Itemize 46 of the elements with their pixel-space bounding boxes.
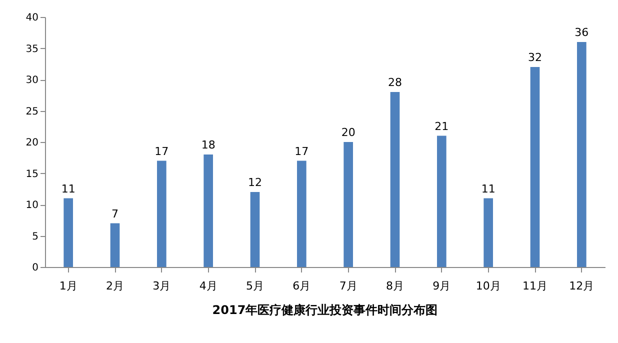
x-tick-label: 7月: [339, 280, 358, 292]
y-tick-label: 40: [26, 12, 38, 24]
bar: [204, 154, 213, 267]
bar: [297, 160, 306, 267]
bar: [344, 142, 353, 267]
y-tick-label: 25: [26, 106, 38, 118]
bar: [390, 92, 400, 267]
bar: [530, 67, 540, 267]
text: 2017年医疗健康行业投资事件时间分布图: [212, 303, 438, 317]
bar: [437, 136, 446, 267]
bar: [64, 198, 73, 267]
data-label: 12: [248, 176, 262, 189]
x-tick-label: 3月: [152, 280, 171, 292]
data-label: 7: [112, 207, 118, 220]
bar: [484, 198, 493, 267]
bar: [577, 42, 586, 267]
data-label: 28: [388, 76, 402, 89]
x-tick-label: 6月: [292, 280, 311, 292]
bar: [157, 160, 166, 267]
data-label: 20: [341, 126, 356, 139]
y-tick-label: 35: [26, 44, 38, 55]
data-label: 32: [528, 51, 542, 64]
x-tick-label: 10月: [476, 280, 501, 292]
bar: [110, 223, 120, 267]
x-tick-label: 4月: [199, 280, 218, 292]
data-label: 21: [434, 120, 449, 133]
x-tick-label: 1月: [59, 280, 78, 292]
data-label: 11: [61, 182, 76, 196]
x-tick-label: 12月: [569, 280, 594, 292]
x-tick-label: 8月: [386, 280, 404, 292]
y-tick-label: 10: [26, 200, 38, 211]
y-tick-label: 5: [32, 231, 38, 242]
data-label: 18: [201, 138, 216, 152]
x-tick-label: 11月: [522, 280, 548, 292]
y-tick-label: 15: [26, 168, 38, 180]
x-tick-label: 5月: [246, 280, 264, 292]
x-tick-label: 2月: [106, 280, 124, 292]
data-label: 11: [481, 182, 496, 196]
bar: [250, 192, 260, 267]
y-tick-label: 0: [32, 262, 38, 274]
data-label: 17: [294, 144, 309, 158]
x-tick-label: 9月: [432, 280, 451, 292]
data-label: 36: [574, 26, 589, 39]
data-label: 17: [154, 144, 169, 158]
y-tick-label: 30: [26, 75, 38, 86]
y-tick-label: 20: [26, 138, 38, 148]
